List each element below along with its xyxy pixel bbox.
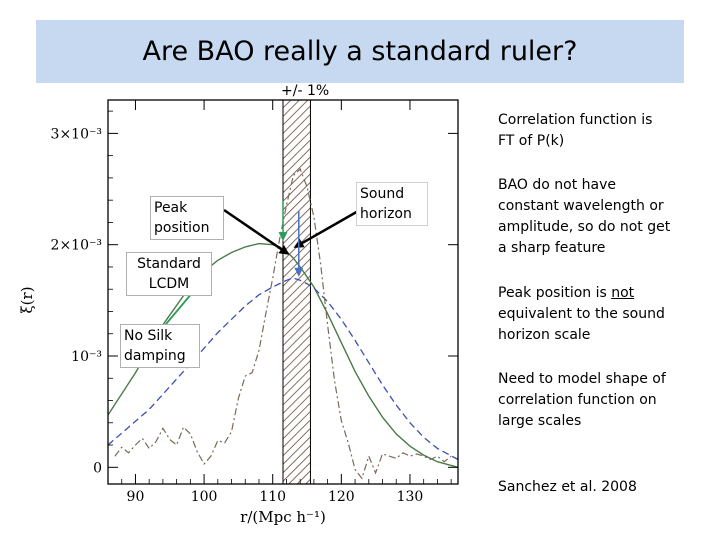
note-model-shape: Need to model shape of correlation funct…: [498, 371, 666, 429]
y-tick-label-0: 0: [93, 460, 102, 476]
y-tick-label-3: 3×10⁻³: [51, 126, 102, 142]
standard-lcdm-callout: Standard LCDM: [126, 252, 212, 296]
y-axis-label: ξ(r): [18, 286, 36, 313]
note-peak-position: Peak position is not equivalent to the s…: [498, 283, 688, 346]
sound-horizon-callout: Sound horizon: [356, 182, 428, 226]
note-peak-pre: Peak position is: [498, 285, 612, 301]
citation: Sanchez et al. 2008: [498, 479, 637, 495]
no-silk-damping-callout: No Silk damping: [120, 324, 200, 368]
x-axis-label: r/(Mpc h⁻¹): [240, 508, 326, 526]
note-peak-post: equivalent to the sound horizon scale: [498, 306, 665, 343]
series-no-silk-damping: [107, 277, 459, 461]
plot-frame: [107, 99, 459, 485]
x-tick-label-100: 100: [191, 489, 218, 505]
note-peak-emphasis: not: [611, 285, 635, 301]
title-bar: Are BAO really a standard ruler?: [36, 20, 684, 83]
x-tick-label-110: 110: [259, 489, 286, 505]
tolerance-band: [282, 99, 311, 485]
y-tick-label-2: 2×10⁻³: [51, 238, 102, 254]
peak-position-callout: Peak position: [150, 196, 224, 240]
x-tick-label-130: 130: [397, 489, 424, 505]
page-title: Are BAO really a standard ruler?: [142, 36, 578, 67]
note-bao-wavelength: BAO do not have constant wavelength or a…: [498, 177, 671, 256]
x-tick-label-90: 90: [127, 489, 145, 505]
arrow-peak-position: [223, 208, 290, 255]
y-tick-label-1: 10⁻³: [71, 349, 102, 365]
tolerance-label: +/- 1%: [281, 83, 330, 99]
arrow-sound-horizon: [293, 208, 361, 249]
x-tick-label-120: 120: [328, 489, 355, 505]
note-correlation-ft: Correlation function is FT of P(k): [498, 112, 653, 149]
